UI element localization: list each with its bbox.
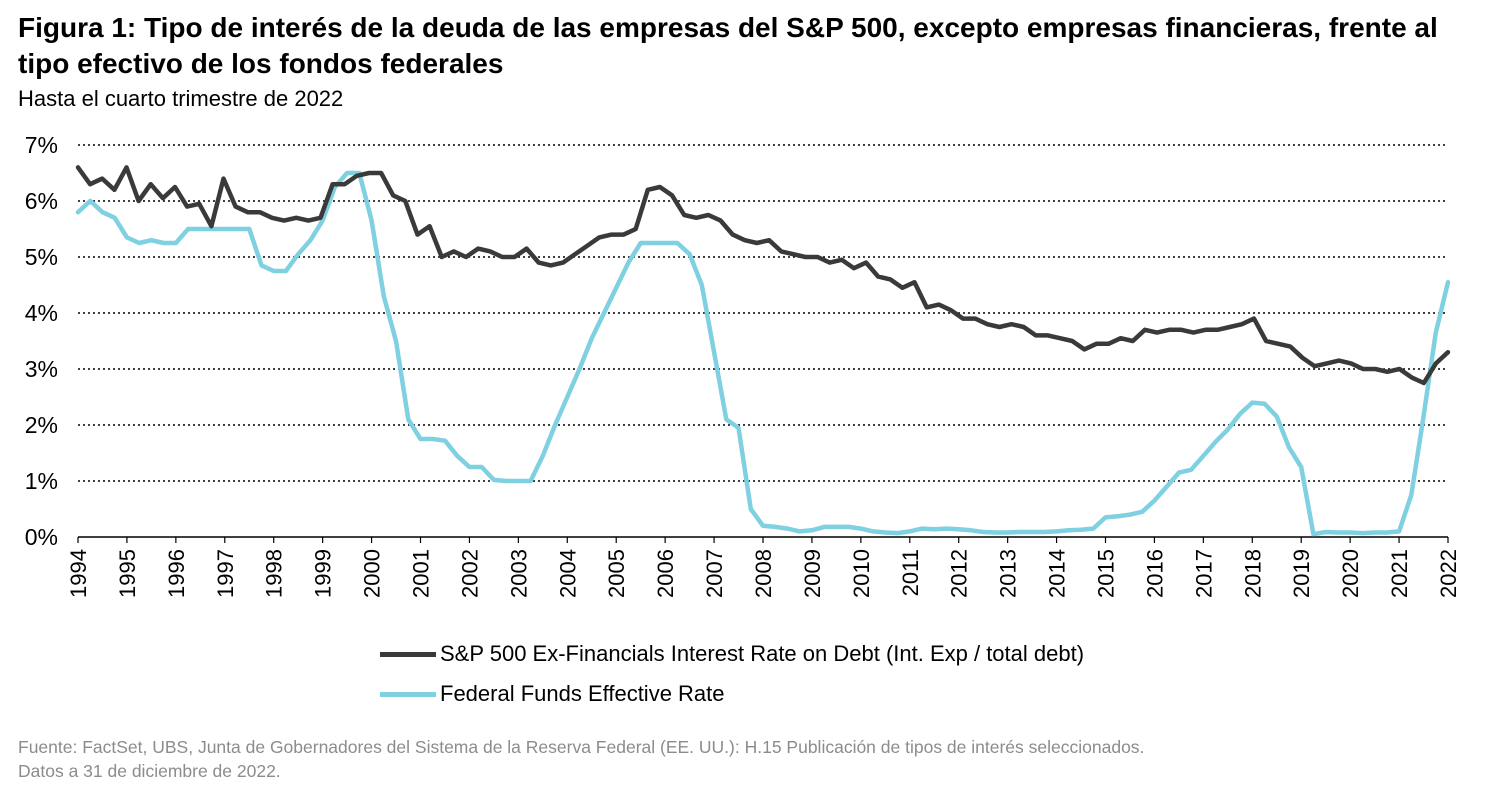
y-tick-label: 2% (25, 412, 58, 438)
x-tick-label: 2000 (360, 549, 385, 598)
x-tick-label: 1996 (164, 549, 189, 598)
x-tick-label: 2008 (751, 549, 776, 598)
x-tick-label: 2007 (702, 549, 727, 598)
x-tick-label: 1999 (311, 549, 336, 598)
x-tick-label: 2013 (996, 549, 1021, 598)
x-tick-label: 2012 (947, 549, 972, 598)
series-lines (75, 165, 1451, 537)
x-tick-label: 2011 (898, 549, 923, 596)
x-tick-label: 2004 (555, 549, 580, 598)
x-tick-label: 2022 (1436, 549, 1461, 598)
x-tick-label: 2001 (409, 549, 434, 598)
x-tick-label: 2017 (1191, 549, 1216, 598)
x-tick-label: 2018 (1240, 549, 1265, 598)
x-tick-label: 1995 (115, 549, 140, 598)
chart-title: Figura 1: Tipo de interés de la deuda de… (18, 12, 1438, 79)
legend-swatch-interest-rate (380, 651, 436, 657)
x-tick-label: 2005 (604, 549, 629, 598)
legend-label-fed-funds: Federal Funds Effective Rate (440, 681, 725, 706)
legend-item-fed-funds: Federal Funds Effective Rate (380, 674, 1084, 714)
x-tick-label: 2016 (1142, 549, 1167, 598)
x-tick-label: 1997 (213, 549, 238, 598)
y-tick-label: 5% (25, 244, 58, 270)
x-tick-label: 2014 (1045, 549, 1070, 598)
y-axis-ticks: 0% 1% 2% 3% 4% 5% 6% 7% (25, 132, 58, 550)
y-tick-label: 6% (25, 188, 58, 214)
legend-item-interest-rate: S&P 500 Ex-Financials Interest Rate on D… (380, 634, 1084, 674)
x-tick-label: 2010 (849, 549, 874, 598)
x-tick-label: 2015 (1094, 549, 1119, 598)
source-line-2: Datos a 31 de diciembre de 2022. (18, 761, 281, 781)
x-tick-label: 2009 (800, 549, 825, 598)
source-note: Fuente: FactSet, UBS, Junta de Gobernado… (18, 735, 1144, 783)
series-line-fed-funds (75, 170, 1451, 537)
x-tick-label: 1998 (262, 549, 287, 598)
y-tick-label: 7% (25, 132, 58, 158)
y-tick-label: 4% (25, 300, 58, 326)
legend-label-interest-rate: S&P 500 Ex-Financials Interest Rate on D… (440, 641, 1085, 666)
x-tick-label: 2020 (1338, 549, 1363, 598)
x-tick-label: 2019 (1289, 549, 1314, 598)
x-tick-label: 2003 (506, 549, 531, 598)
x-tick-label: 1994 (66, 549, 91, 598)
chart-subtitle: Hasta el cuarto trimestre de 2022 (18, 86, 344, 111)
x-tick-label: 2021 (1387, 549, 1412, 598)
gridlines (78, 144, 1448, 538)
legend-swatch-fed-funds (380, 691, 436, 697)
source-line-1: Fuente: FactSet, UBS, Junta de Gobernado… (18, 737, 1145, 757)
x-tick-label: 2006 (653, 549, 678, 598)
series-line-interest-rate (75, 165, 1451, 386)
x-tick-label: 2002 (457, 549, 482, 598)
y-tick-label: 3% (25, 356, 58, 382)
y-tick-label: 0% (25, 524, 58, 550)
x-axis-ticks: 1994 1995 1996 1997 1998 1999 2000 2001 2002 2003… (66, 537, 1461, 598)
line-chart: 0%1%2%3%4%5%6%7% 1994 1995 1996 1997 1998 199… (25, 132, 1461, 598)
legend: S&P 500 Ex-Financials Interest Rate on D… (380, 634, 1084, 714)
y-tick-label: 1% (25, 468, 58, 494)
